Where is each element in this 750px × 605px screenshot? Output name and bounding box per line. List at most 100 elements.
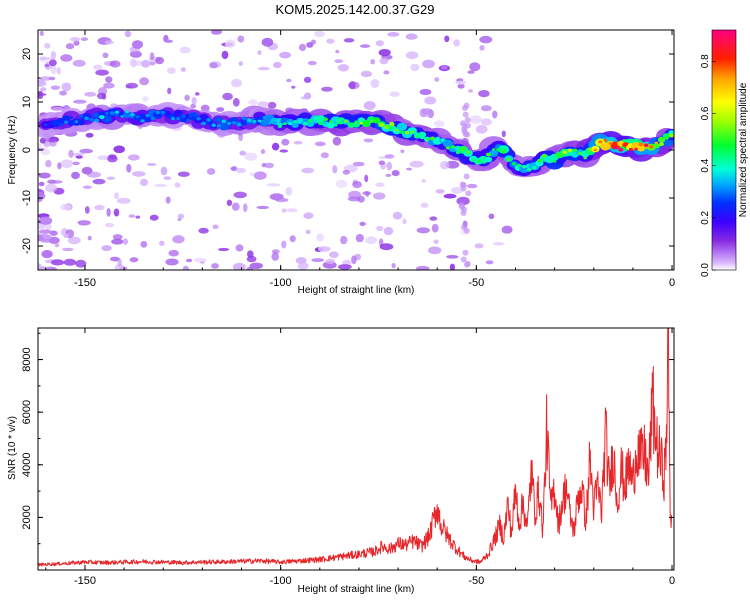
heatmap-x-tick-label: -50 — [468, 277, 484, 289]
heatmap-ridge-cell — [53, 120, 59, 125]
heatmap-noise-cell — [106, 208, 111, 217]
heatmap-noise-cell — [38, 229, 52, 234]
heatmap-noise-cell — [474, 243, 484, 249]
heatmap-noise-cell — [142, 96, 149, 102]
heatmap-noise-cell — [485, 260, 494, 265]
heatmap-noise-cell — [127, 154, 140, 161]
heatmap-ridge-cell — [316, 115, 326, 123]
heatmap-ridge-cell — [77, 119, 86, 126]
heatmap-noise-cell — [146, 163, 157, 166]
snr-y-tick-label: 4000 — [21, 453, 33, 477]
heatmap-noise-cell — [179, 46, 191, 54]
heatmap-noise-cell — [420, 202, 429, 208]
heatmap-ridge-cell — [196, 116, 201, 121]
heatmap-noise-cell — [39, 30, 44, 36]
heatmap-ridge-cell — [435, 136, 440, 141]
heatmap-noise-cell — [211, 30, 222, 35]
heatmap-noise-cell — [94, 204, 105, 211]
heatmap-ridge-cell — [445, 146, 450, 150]
heatmap-noise-cell — [370, 79, 380, 88]
heatmap-ridge-cell — [145, 114, 150, 118]
heatmap-ridge-cell — [211, 123, 216, 127]
heatmap-noise-cell — [375, 40, 384, 47]
heatmap-noise-cell — [440, 161, 450, 170]
heatmap-noise-cell — [405, 33, 418, 40]
heatmap-noise-cell — [61, 82, 72, 92]
heatmap-noise-cell — [38, 143, 42, 147]
heatmap-noise-cell — [459, 204, 466, 211]
heatmap-noise-cell — [79, 148, 93, 154]
heatmap-ridge-cell — [216, 124, 221, 128]
heatmap-ridge-cell — [441, 139, 445, 142]
heatmap-ridge-cell — [532, 165, 537, 170]
heatmap-noise-cell — [400, 149, 405, 154]
heatmap-noise-cell — [124, 30, 132, 38]
heatmap-noise-cell — [376, 225, 384, 232]
heatmap-noise-cell — [266, 183, 281, 187]
heatmap-noise-cell — [107, 155, 118, 163]
heatmap-noise-cell — [310, 39, 317, 45]
heatmap-ridge-cell — [506, 157, 511, 162]
heatmap-noise-cell — [389, 91, 400, 97]
heatmap-ridge-cell — [252, 120, 257, 123]
heatmap-noise-cell — [317, 246, 331, 252]
heatmap-noise-cell — [103, 82, 115, 89]
heatmap-noise-cell — [271, 142, 280, 151]
heatmap-noise-cell — [154, 183, 168, 188]
heatmap-noise-cell — [463, 173, 470, 180]
heatmap-ridge-cell — [489, 149, 499, 157]
heatmap-noise-cell — [431, 223, 439, 233]
heatmap-noise-cell — [105, 76, 113, 83]
heatmap-noise-cell — [38, 197, 43, 203]
heatmap-ridge-cell — [638, 142, 644, 147]
heatmap-noise-cell — [273, 61, 282, 69]
heatmap-noise-cell — [298, 43, 307, 52]
heatmap-noise-cell — [428, 246, 442, 255]
heatmap-noise-cell — [149, 52, 155, 61]
heatmap-noise-cell — [314, 141, 326, 147]
heatmap-noise-cell — [267, 101, 277, 109]
heatmap-noise-cell — [51, 106, 64, 112]
heatmap-noise-cell — [419, 88, 432, 96]
heatmap-noise-cell — [464, 260, 471, 267]
heatmap-noise-cell — [279, 149, 289, 153]
heatmap-ridge-cell — [109, 111, 115, 115]
colorbar-tick-label: 0.8 — [700, 54, 711, 68]
heatmap-noise-cell — [72, 161, 80, 166]
heatmap-noise-cell — [364, 174, 369, 183]
heatmap-ridge-cell — [232, 121, 237, 125]
heatmap-ridge-cell — [214, 116, 223, 123]
colorbar-tick-label: 0.0 — [700, 263, 711, 277]
heatmap-noise-cell — [172, 235, 185, 244]
heatmap-noise-cell — [174, 182, 181, 188]
heatmap-ridge — [38, 102, 674, 178]
heatmap-noise-cell — [352, 161, 365, 167]
snr-line — [38, 328, 673, 567]
heatmap-ridge-cell — [384, 124, 390, 130]
heatmap-noise-cell — [379, 57, 389, 65]
heatmap-ridge-cell — [230, 117, 238, 123]
heatmap-noise-cell — [478, 90, 490, 98]
heatmap-noise-cell — [316, 233, 324, 242]
heatmap-ridge-cell — [334, 123, 338, 127]
heatmap-ridge-cell — [349, 122, 353, 126]
heatmap-noise-cell — [211, 263, 219, 269]
heatmap-noise-cell — [320, 152, 329, 159]
heatmap-noise-cell — [80, 37, 88, 41]
heatmap-noise-cell — [451, 186, 464, 194]
heatmap-x-tick-label: -150 — [74, 277, 96, 289]
heatmap-noise-cell — [295, 257, 307, 264]
heatmap-noise-cell — [433, 239, 439, 245]
heatmap-ridge-cell — [302, 121, 308, 126]
heatmap-noise-cell — [155, 56, 165, 65]
heatmap-y-axis-label: Frequency (Hz) — [7, 116, 18, 185]
heatmap-noise-cell — [216, 107, 225, 112]
heatmap-ridge-cell — [99, 115, 105, 120]
heatmap-ridge-cell — [323, 117, 328, 121]
heatmap-noise-cell — [177, 213, 184, 219]
heatmap-ridge-cell — [485, 152, 492, 157]
heatmap-noise-cell — [75, 155, 83, 159]
heatmap-noise-cell — [501, 130, 506, 138]
heatmap-x-tick-label: 0 — [669, 277, 675, 289]
